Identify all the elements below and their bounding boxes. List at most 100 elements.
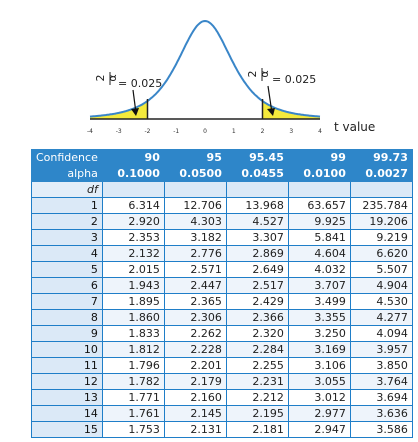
alpha-row-value: 0.0027 xyxy=(349,165,413,182)
df-cell: 1 xyxy=(31,197,103,214)
critical-value-cell: 2.320 xyxy=(225,325,289,342)
right-alpha-value: = 0.025 xyxy=(272,73,316,86)
critical-value-cell: 2.212 xyxy=(225,389,289,406)
critical-value-cell: 3.055 xyxy=(287,373,351,390)
critical-value-cell: 6.620 xyxy=(349,245,413,262)
critical-value-cell: 2.571 xyxy=(163,261,227,278)
critical-value-cell: 4.277 xyxy=(349,309,413,326)
df-cell: 5 xyxy=(31,261,103,278)
x-axis-label: t value xyxy=(334,120,375,134)
x-tick-label: -1 xyxy=(173,128,179,135)
table-row: 11 1.796 2.201 2.255 3.106 3.850 xyxy=(31,357,413,374)
t-critical-values-table: Confidence 90 95 95.45 99 99.73 alpha 0.1000 0.0… xyxy=(31,149,413,438)
table-row: 4 2.132 2.776 2.869 4.604 6.620 xyxy=(31,245,413,262)
critical-value-cell: 9.925 xyxy=(287,213,351,230)
table-row: 12 1.782 2.179 2.231 3.055 3.764 xyxy=(31,373,413,390)
critical-value-cell: 2.231 xyxy=(225,373,289,390)
table-row: 6 1.943 2.447 2.517 3.707 4.904 xyxy=(31,277,413,294)
confidence-row-value: 95 xyxy=(163,149,227,166)
alpha-row-value: 0.1000 xyxy=(101,165,165,182)
df-cell: 3 xyxy=(31,229,103,246)
df-header-row: df xyxy=(31,181,413,198)
df-cell: 12 xyxy=(31,373,103,390)
x-tick-label: -2 xyxy=(145,128,151,135)
table-row: 15 1.753 2.131 2.181 2.947 3.586 xyxy=(31,421,413,438)
critical-value-cell: 2.201 xyxy=(163,357,227,374)
left-alpha-value: = 0.025 xyxy=(118,77,162,90)
critical-value-cell: 1.895 xyxy=(101,293,165,310)
critical-value-cell: 19.206 xyxy=(349,213,413,230)
t-distribution-curve-chart: -4 -3 -2 -1 0 1 2 3 4 t value α 2 = 0.025 α 2 = … xyxy=(87,19,375,135)
critical-value-cell: 3.764 xyxy=(349,373,413,390)
df-cell: 13 xyxy=(31,389,103,406)
critical-value-cell: 235.784 xyxy=(349,197,413,214)
critical-value-cell: 2.429 xyxy=(225,293,289,310)
critical-value-cell: 2.649 xyxy=(225,261,289,278)
critical-value-cell: 4.032 xyxy=(287,261,351,278)
critical-value-cell: 2.179 xyxy=(163,373,227,390)
critical-value-cell: 13.968 xyxy=(225,197,289,214)
critical-value-cell: 3.250 xyxy=(287,325,351,342)
critical-value-cell: 2.228 xyxy=(163,341,227,358)
right-alpha-numerator: α xyxy=(258,70,271,77)
critical-value-cell: 4.527 xyxy=(225,213,289,230)
df-header-blank xyxy=(163,181,227,198)
df-cell: 14 xyxy=(31,405,103,422)
table-row: 10 1.812 2.228 2.284 3.169 3.957 xyxy=(31,341,413,358)
critical-value-cell: 1.943 xyxy=(101,277,165,294)
x-tick-label: -4 xyxy=(87,128,93,135)
critical-value-cell: 1.796 xyxy=(101,357,165,374)
left-alpha-numerator: α xyxy=(106,74,119,81)
table-row: 1 6.314 12.706 13.968 63.657 235.784 xyxy=(31,197,413,214)
df-cell: 15 xyxy=(31,421,103,438)
df-header-blank xyxy=(287,181,351,198)
critical-value-cell: 3.182 xyxy=(163,229,227,246)
critical-value-cell: 1.761 xyxy=(101,405,165,422)
df-header-blank xyxy=(225,181,289,198)
critical-value-cell: 12.706 xyxy=(163,197,227,214)
alpha-row-value: 0.0500 xyxy=(163,165,227,182)
alpha-row-value: 0.0455 xyxy=(225,165,289,182)
confidence-row-value: 95.45 xyxy=(225,149,289,166)
critical-value-cell: 3.957 xyxy=(349,341,413,358)
critical-value-cell: 3.106 xyxy=(287,357,351,374)
table-row: 8 1.860 2.306 2.366 3.355 4.277 xyxy=(31,309,413,326)
confidence-row-label: Confidence xyxy=(31,149,103,166)
confidence-row-value: 90 xyxy=(101,149,165,166)
critical-value-cell: 5.841 xyxy=(287,229,351,246)
critical-value-cell: 2.517 xyxy=(225,277,289,294)
x-tick-label: 1 xyxy=(232,128,236,135)
critical-value-cell: 3.694 xyxy=(349,389,413,406)
critical-value-cell: 1.860 xyxy=(101,309,165,326)
critical-value-cell: 2.366 xyxy=(225,309,289,326)
alpha-row-value: 0.0100 xyxy=(287,165,351,182)
critical-value-cell: 1.833 xyxy=(101,325,165,342)
critical-value-cell: 9.219 xyxy=(349,229,413,246)
critical-value-cell: 2.920 xyxy=(101,213,165,230)
critical-value-cell: 2.306 xyxy=(163,309,227,326)
critical-value-cell: 4.904 xyxy=(349,277,413,294)
df-header-blank xyxy=(101,181,165,198)
critical-value-cell: 2.869 xyxy=(225,245,289,262)
left-tail-area xyxy=(90,101,148,119)
critical-value-cell: 2.353 xyxy=(101,229,165,246)
critical-value-cell: 2.255 xyxy=(225,357,289,374)
df-cell: 9 xyxy=(31,325,103,342)
left-tail-annotation: α 2 = 0.025 xyxy=(94,72,162,116)
df-cell: 2 xyxy=(31,213,103,230)
table-row: 13 1.771 2.160 2.212 3.012 3.694 xyxy=(31,389,413,406)
confidence-row-value: 99 xyxy=(287,149,351,166)
df-cell: 6 xyxy=(31,277,103,294)
right-tail-annotation: α 2 = 0.025 xyxy=(246,68,316,116)
critical-value-cell: 3.850 xyxy=(349,357,413,374)
critical-value-cell: 1.812 xyxy=(101,341,165,358)
df-cell: 7 xyxy=(31,293,103,310)
df-cell: 4 xyxy=(31,245,103,262)
critical-value-cell: 4.094 xyxy=(349,325,413,342)
density-curve xyxy=(89,19,321,118)
critical-value-cell: 2.284 xyxy=(225,341,289,358)
critical-value-cell: 2.776 xyxy=(163,245,227,262)
table-row: 5 2.015 2.571 2.649 4.032 5.507 xyxy=(31,261,413,278)
critical-value-cell: 4.303 xyxy=(163,213,227,230)
right-alpha-denominator: 2 xyxy=(246,71,259,78)
